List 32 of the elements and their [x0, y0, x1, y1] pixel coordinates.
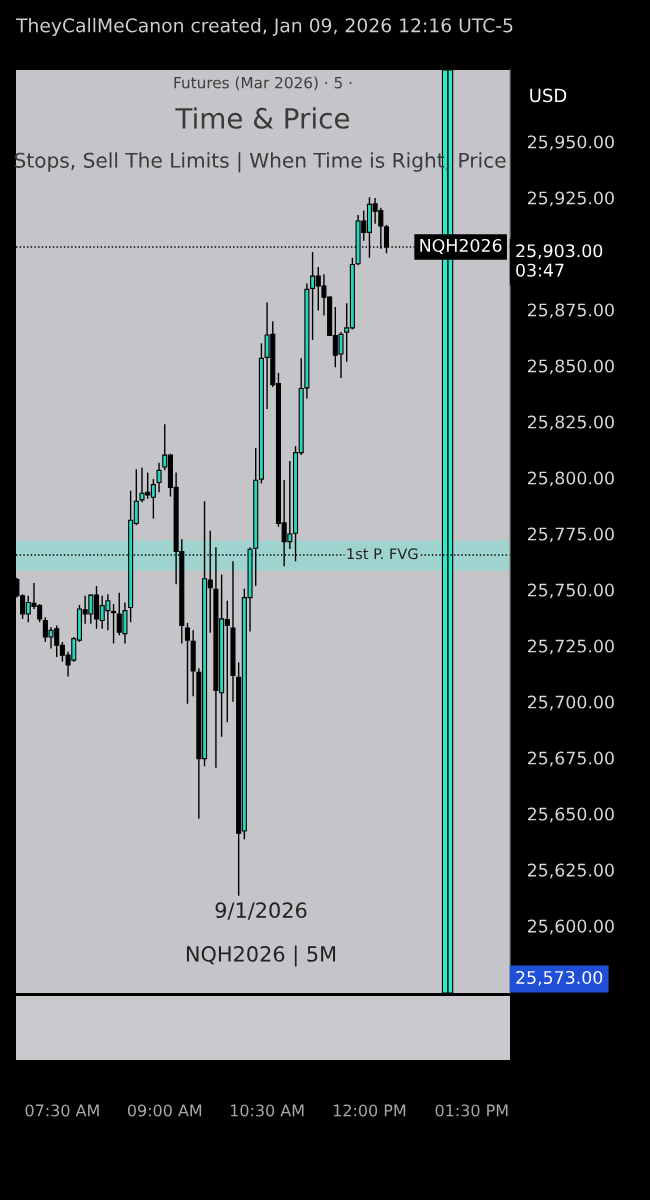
- x-tick-label: 09:00 AM: [127, 1104, 202, 1117]
- y-tick-label: 25,650.00: [527, 807, 614, 823]
- y-tick-label: 25,700.00: [527, 695, 614, 711]
- candlestick: [184, 622, 191, 705]
- annotation: Futures (Mar 2026) · 5 ·: [174, 76, 352, 91]
- y-tick-label: 25,675.00: [527, 751, 614, 767]
- y-tick-label: 25,850.00: [527, 359, 614, 375]
- y-tick-label: 25,625.00: [527, 863, 614, 879]
- text: 25,903.00 03:47: [516, 244, 603, 277]
- text: 25,573.00: [516, 970, 603, 986]
- ref-line-label: NQH2026: [420, 238, 502, 255]
- y-tick-label: 25,875.00: [527, 303, 614, 319]
- annotation: NQH2026 | 5M: [186, 945, 336, 967]
- y-tick-label: 25,825.00: [527, 415, 614, 431]
- candlestick: [111, 603, 117, 645]
- candlestick: [156, 462, 162, 493]
- text: TheyCallMeCanon created, Jan 09, 2026 12:16 UTC-5: [15, 17, 513, 37]
- x-tick-label: 10:30 AM: [230, 1104, 304, 1117]
- y-tick-label: 25,750.00: [527, 583, 614, 599]
- x-tick-label: 12:00 PM: [333, 1104, 406, 1117]
- y-tick-label: 25,800.00: [527, 471, 614, 487]
- x-tick-label: 07:30 AM: [25, 1104, 99, 1117]
- annotation: 9/1/2026: [215, 902, 307, 920]
- y-tick-label: 25,775.00: [527, 527, 614, 543]
- y-tick-label: 25,725.00: [527, 639, 614, 655]
- x-tick-label: 01:30 PM: [435, 1104, 508, 1117]
- y-tick-label: 25,950.00: [527, 135, 614, 151]
- text: Time & Price: [175, 107, 350, 129]
- y-tick-label: 25,925.00: [527, 191, 614, 207]
- text: USD: [530, 88, 567, 103]
- ref-line-label: 1st P. FVG: [347, 548, 418, 560]
- y-tick-label: 25,600.00: [527, 919, 614, 935]
